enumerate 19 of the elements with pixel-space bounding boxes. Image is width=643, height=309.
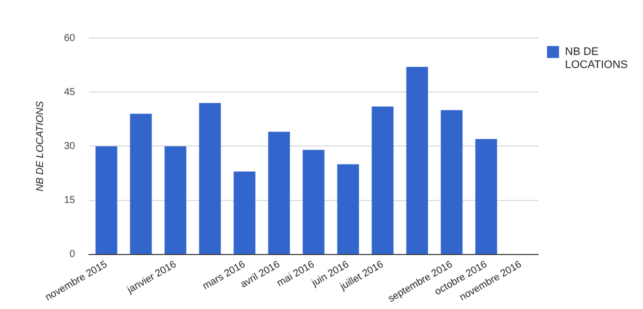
bar xyxy=(96,146,118,254)
bar xyxy=(130,114,152,254)
bar xyxy=(234,171,256,254)
bar xyxy=(199,102,221,254)
bar xyxy=(302,150,324,254)
y-tick-label: 15 xyxy=(64,195,76,206)
bar xyxy=(337,164,359,254)
bar xyxy=(372,106,394,254)
bar xyxy=(268,132,290,254)
y-axis-title: NB DE LOCATIONS xyxy=(34,100,46,192)
bar xyxy=(164,146,186,254)
bar xyxy=(406,66,428,254)
y-tick-label: 60 xyxy=(64,32,76,44)
legend-label: NB DE LOCATIONS xyxy=(565,46,629,72)
bar xyxy=(475,139,498,254)
y-tick-label: 30 xyxy=(64,140,76,152)
y-tick-label: 45 xyxy=(64,86,76,98)
bar xyxy=(440,110,463,254)
y-tick-label: 0 xyxy=(70,249,76,260)
